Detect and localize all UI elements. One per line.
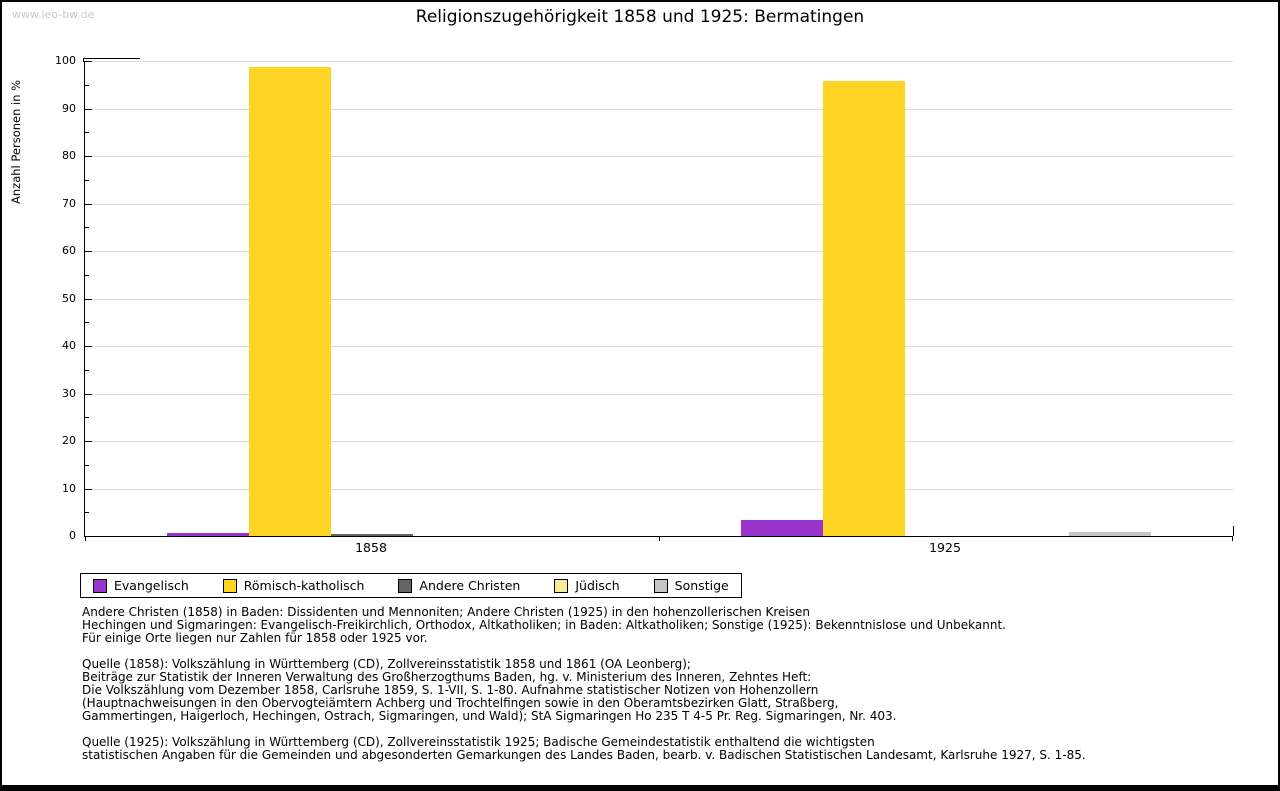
y-tick-label-60: 60: [62, 244, 76, 257]
legend-label: Evangelisch: [114, 578, 189, 593]
y-major-tick-60: [85, 251, 92, 252]
footnote-source-1925: Quelle (1925): Volkszählung in Württembe…: [82, 735, 1086, 762]
gridline-40: [85, 346, 1233, 347]
chart-title: Religionszugehörigkeit 1858 und 1925: Be…: [415, 7, 865, 27]
bar-r-misch-katholisch-1858: [249, 66, 331, 536]
y-minor-tick-15: [85, 464, 89, 466]
x-axis-tick-0: [85, 537, 86, 541]
y-minor-tick-5: [85, 512, 89, 514]
y-tick-label-10: 10: [62, 481, 76, 495]
y-minor-tick-95: [85, 84, 89, 86]
gridline-60: [85, 251, 1233, 252]
y-minor-tick-55: [85, 274, 89, 276]
gridline-90: [85, 108, 1233, 110]
y-axis-top-cap-horizontal: [84, 58, 140, 59]
bar-r-misch-katholisch-1925: [823, 80, 905, 536]
legend-swatch: [93, 578, 107, 593]
legend-label: Römisch-katholisch: [243, 578, 365, 593]
y-tick-label-90: 90: [62, 101, 76, 115]
bar-evangelisch-1858: [167, 533, 249, 536]
y-tick-label-80: 80: [62, 149, 76, 162]
legend-label: Andere Christen: [419, 578, 521, 593]
y-major-tick-90: [85, 108, 92, 110]
footnote-source-1858: Quelle (1858): Volkszählung in Württembe…: [82, 657, 897, 723]
x-axis-end-cap: [1233, 526, 1234, 536]
x-category-label-1858: 1858: [355, 540, 387, 555]
y-axis-top-cap-vertical: [83, 58, 84, 62]
y-tick-label-20: 20: [62, 434, 76, 447]
legend-swatch: [653, 578, 668, 593]
gridline-80: [85, 156, 1233, 157]
y-major-tick-70: [85, 203, 92, 205]
y-minor-tick-45: [85, 322, 89, 324]
y-major-tick-20: [85, 441, 92, 442]
y-tick-label-40: 40: [62, 339, 76, 352]
legend-item-r-misch-katholisch: Römisch-katholisch: [222, 578, 365, 593]
legend-label: Jüdisch: [575, 578, 620, 593]
y-axis-label: Anzahl Personen in %: [9, 79, 23, 204]
legend-item-andere-christen: Andere Christen: [398, 578, 520, 593]
x-category-label-1925: 1925: [929, 540, 961, 555]
bar-sonstige-1925: [1069, 532, 1151, 536]
bar-evangelisch-1925: [741, 520, 823, 536]
y-major-tick-50: [85, 298, 92, 300]
x-axis-labels: 1858 1925: [84, 540, 1232, 556]
footnotes: Andere Christen (1858) in Baden: Disside…: [82, 606, 1248, 775]
x-axis-tick-2: [1232, 537, 1233, 541]
y-minor-tick-35: [85, 369, 89, 371]
gridline-20: [85, 441, 1233, 442]
watermark: www.leo-bw.de: [12, 8, 95, 21]
gridline-10: [85, 488, 1233, 490]
y-minor-tick-25: [85, 417, 89, 419]
y-tick-label-0: 0: [69, 529, 76, 542]
legend-item-evangelisch: Evangelisch: [93, 578, 189, 593]
bar-andere-christen-1858: [331, 533, 413, 536]
gridline-50: [85, 298, 1233, 300]
y-major-tick-100: [85, 61, 92, 62]
footnote-definitions: Andere Christen (1858) in Baden: Disside…: [82, 605, 1006, 645]
y-tick-label-50: 50: [62, 291, 76, 305]
legend-item-sonstige: Sonstige: [653, 578, 729, 593]
legend-label: Sonstige: [674, 578, 729, 593]
legend-swatch: [398, 578, 413, 593]
gridline-100: [85, 61, 1233, 62]
y-minor-tick-85: [85, 132, 89, 134]
legend-swatch: [554, 578, 569, 593]
gridline-70: [85, 203, 1233, 205]
y-axis-tick-labels: 0 10 20 30 40 50 60 70 80 90 100: [32, 55, 76, 542]
y-minor-tick-75: [85, 179, 89, 181]
y-major-tick-30: [85, 393, 92, 395]
y-minor-tick-65: [85, 227, 89, 229]
legend-box: Evangelisch Römisch-katholisch Andere Chri…: [80, 573, 742, 598]
legend-item-j-disch: Jüdisch: [554, 578, 620, 593]
y-major-tick-40: [85, 346, 92, 347]
plot-area: [84, 61, 1234, 541]
gridline-30: [85, 393, 1233, 395]
legend-swatch: [222, 578, 237, 593]
y-tick-label-100: 100: [55, 54, 76, 67]
y-major-tick-10: [85, 488, 92, 490]
x-axis-tick-1: [659, 537, 660, 541]
y-tick-label-30: 30: [62, 386, 76, 400]
y-tick-label-70: 70: [62, 196, 76, 210]
y-major-tick-80: [85, 156, 92, 157]
